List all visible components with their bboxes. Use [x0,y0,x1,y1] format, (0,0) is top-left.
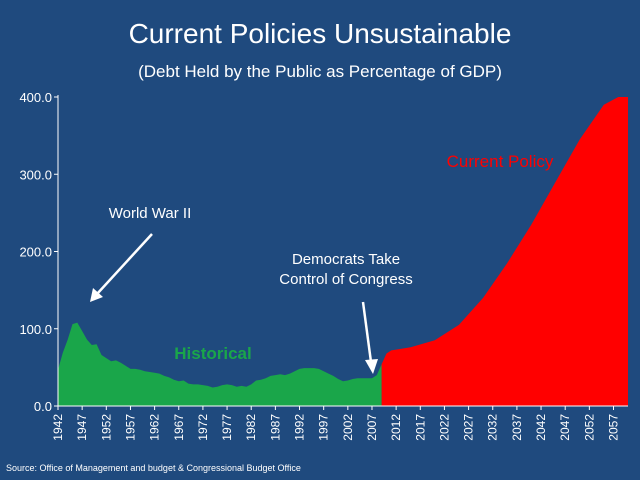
arrowhead-icon [90,288,103,302]
x-tick-label: 2017 [413,414,427,441]
x-tick-label: 2032 [486,414,500,441]
x-tick-label: 2002 [341,414,355,441]
annotation-arrow-world-war-ii [96,233,153,295]
y-tick-label: 100.0 [19,322,52,337]
annotation-world-war-ii: World War II [109,205,192,222]
x-tick-label: 1947 [75,414,89,441]
x-tick-label: 1992 [293,414,307,441]
series-area-current-policy [381,97,628,406]
x-tick-label: 1942 [51,414,65,441]
x-tick-label: 2047 [558,414,572,441]
y-tick-label: 400.0 [19,90,52,105]
annotation-democrats-line: Control of Congress [279,271,412,288]
x-tick-label: 2027 [462,414,476,441]
annotation-democrats-line: Democrats Take [292,251,400,268]
x-tick-label: 1977 [220,414,234,441]
y-tick-label: 300.0 [19,167,52,182]
x-tick-label: 1962 [148,414,162,441]
source-note: Source: Office of Management and budget … [6,463,301,473]
annotation-arrow-democrats [361,301,373,363]
x-tick-label: 2042 [534,414,548,441]
x-tick-label: 1967 [172,414,186,441]
x-tick-label: 2012 [389,414,403,441]
label-historical: Historical [174,344,251,363]
x-tick-label: 2037 [510,414,524,441]
slide-title: Current Policies Unsustainable [128,18,512,49]
x-tick-label: 1952 [99,414,113,441]
x-tick-label: 1987 [268,414,282,441]
x-tick-label: 2052 [582,414,596,441]
y-tick-label: 0.0 [34,399,52,414]
series-area-historical [58,322,382,406]
x-tick-label: 1972 [196,414,210,441]
y-tick-label: 200.0 [19,245,52,260]
arrowhead-icon [365,359,378,374]
x-tick-label: 2057 [607,414,621,441]
x-tick-label: 1982 [244,414,258,441]
label-current-policy: Current Policy [447,152,554,171]
x-tick-label: 2022 [437,414,451,441]
x-tick-label: 1957 [124,414,138,441]
x-tick-label: 2007 [365,414,379,441]
x-tick-label: 1997 [317,414,331,441]
slide-subtitle: (Debt Held by the Public as Percentage o… [138,62,502,81]
